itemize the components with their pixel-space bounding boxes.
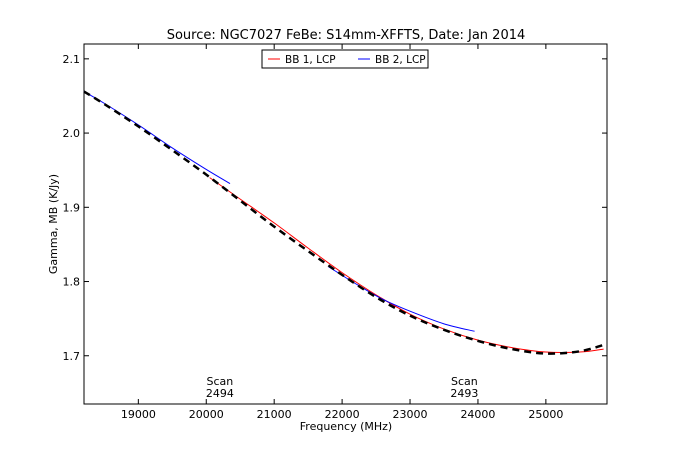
y-tick-label: 1.8 bbox=[63, 276, 81, 289]
x-tick-label: 25000 bbox=[528, 408, 563, 421]
y-axis-title: Gamma, MB (K/Jy) bbox=[47, 174, 60, 274]
y-tick-label: 2.0 bbox=[63, 127, 81, 140]
series-line-bb-1-lcp bbox=[209, 177, 604, 354]
legend-box bbox=[261, 49, 429, 69]
scan-annotation: 2494 bbox=[206, 387, 234, 400]
scan-annotation: 2493 bbox=[450, 387, 478, 400]
scan-annotation: Scan bbox=[451, 375, 478, 388]
legend-label: BB 2, LCP bbox=[375, 54, 426, 66]
chart-title: Source: NGC7027 FeBe: S14mm-XFFTS, Date:… bbox=[167, 28, 526, 43]
x-tick-label: 22000 bbox=[325, 408, 360, 421]
legend: BB 1, LCP BB 2, LCP bbox=[261, 49, 429, 69]
series-line-bb-2-lcp bbox=[83, 91, 231, 184]
x-tick-label: 19000 bbox=[121, 408, 156, 421]
axis-ticks: 19000 20000 21000 22000 23000 24000 25000 1.7 1.… bbox=[63, 44, 607, 421]
x-axis-title: Frequency (MHz) bbox=[300, 420, 392, 433]
y-tick-label: 1.9 bbox=[63, 201, 81, 214]
fit-curve-dashed bbox=[83, 90, 608, 355]
series-layer bbox=[83, 90, 608, 355]
x-tick-label: 24000 bbox=[460, 408, 495, 421]
x-tick-label: 21000 bbox=[257, 408, 292, 421]
plot-area bbox=[83, 43, 608, 405]
y-tick-label: 1.7 bbox=[63, 350, 81, 363]
y-tick-label: 2.1 bbox=[63, 53, 81, 66]
scan-annotation: Scan bbox=[206, 375, 233, 388]
x-tick-label: 23000 bbox=[393, 408, 428, 421]
legend-label: BB 1, LCP bbox=[285, 54, 336, 66]
x-tick-label: 20000 bbox=[189, 408, 224, 421]
